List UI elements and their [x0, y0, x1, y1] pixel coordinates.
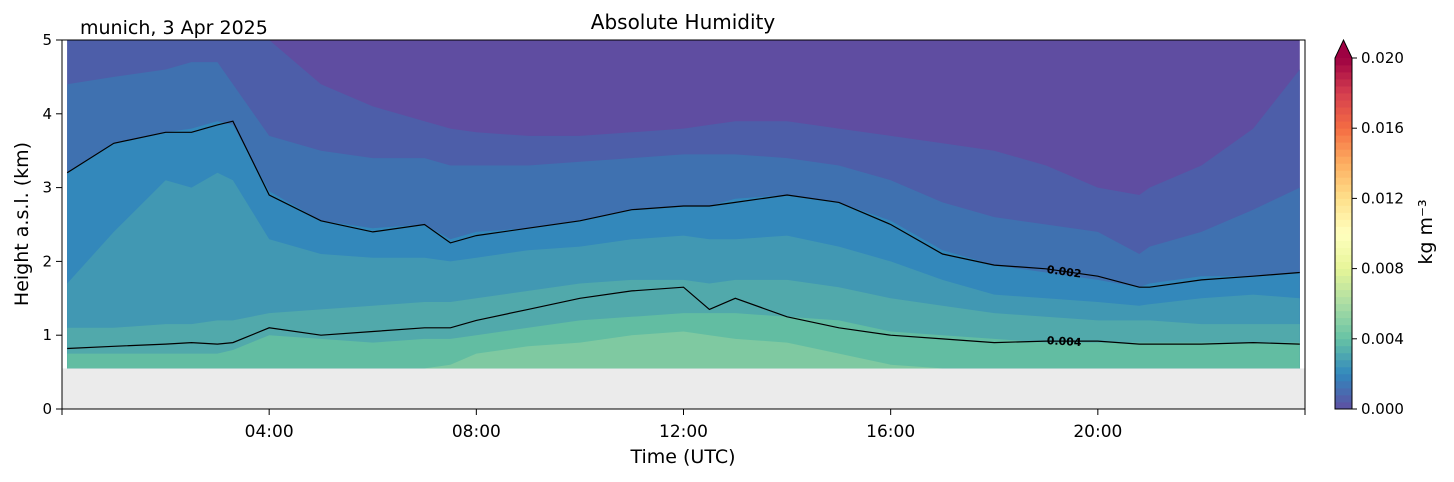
colorbar-segment — [1335, 212, 1352, 220]
y-axis-label: Height a.s.l. (km) — [11, 142, 33, 306]
contour-lines: 0.002 0.004 — [66, 120, 1300, 350]
colorbar-segment — [1335, 373, 1352, 382]
missing-data-fill — [62, 368, 1305, 409]
colorbar-segment — [1335, 184, 1352, 192]
colorbar-segment — [1335, 247, 1352, 255]
colorbar-tick-label: 0.004 — [1361, 330, 1404, 348]
colorbar-segment — [1335, 93, 1352, 101]
colorbar-segment — [1335, 303, 1352, 312]
contour-label-0.004: 0.004 — [1046, 334, 1082, 349]
colorbar-segment — [1335, 233, 1352, 241]
x-tick-label: 20:00 — [1073, 422, 1122, 442]
x-tick-label: 04:00 — [245, 422, 294, 442]
colorbar-segment — [1335, 317, 1352, 326]
colorbar-segment — [1335, 324, 1352, 333]
y-tick-label: 0 — [42, 400, 52, 418]
colorbar-segment — [1335, 163, 1352, 171]
y-tick-label: 5 — [42, 31, 52, 49]
colorbar-segment — [1335, 142, 1352, 150]
colorbar-outline — [1334, 38, 1353, 410]
colorbar-segment — [1335, 128, 1352, 136]
colorbar-segment — [1335, 331, 1352, 340]
colorbar-segment — [1335, 254, 1352, 262]
colorbar-segment — [1335, 359, 1352, 368]
colorbar-segment — [1335, 58, 1352, 66]
colorbar: 0.000 0.004 0.008 0.012 0.016 0.020 — [1334, 38, 1404, 418]
colorbar-segment — [1335, 394, 1352, 403]
colorbar-segment — [1335, 121, 1352, 129]
contour-line-0.002 — [66, 120, 1300, 288]
location-date-label: munich, 3 Apr 2025 — [80, 17, 268, 39]
colorbar-segment — [1335, 261, 1352, 269]
colorbar-tick-label: 0.008 — [1361, 260, 1404, 278]
colorbar-segment — [1335, 296, 1352, 305]
x-tick-label: 08:00 — [452, 422, 501, 442]
x-tick-label: 12:00 — [659, 422, 708, 442]
colorbar-segment — [1335, 191, 1352, 199]
colorbar-tick-label: 0.016 — [1361, 119, 1404, 137]
y-axis: 0 1 2 3 4 5 — [42, 31, 62, 418]
colorbar-tick-label: 0.000 — [1361, 400, 1404, 418]
colorbar-segment — [1335, 366, 1352, 375]
colorbar-segment — [1335, 338, 1352, 347]
colorbar-segment — [1335, 149, 1352, 157]
colorbar-segment — [1335, 380, 1352, 389]
y-tick-label: 3 — [42, 179, 52, 197]
colorbar-tick-label: 0.012 — [1361, 189, 1404, 207]
colorbar-segment — [1335, 86, 1352, 94]
y-tick-label: 2 — [42, 252, 52, 270]
colorbar-tick-label: 0.020 — [1361, 49, 1404, 67]
colorbar-extend-arrow — [1335, 40, 1352, 58]
x-tick-label: 16:00 — [866, 422, 915, 442]
colorbar-segment — [1335, 177, 1352, 185]
colorbar-segment — [1335, 135, 1352, 143]
chart-title: Absolute Humidity — [591, 10, 776, 34]
colorbar-segment — [1335, 282, 1352, 291]
colorbar-segment — [1335, 198, 1352, 206]
y-tick-label: 1 — [42, 326, 52, 344]
colorbar-segment — [1335, 100, 1352, 108]
colorbar-segment — [1335, 401, 1352, 410]
x-axis-label: Time (UTC) — [629, 446, 735, 468]
colorbar-segment — [1335, 72, 1352, 80]
colorbar-segment — [1335, 240, 1352, 248]
humidity-band-7 — [67, 331, 1300, 369]
colorbar-segment — [1335, 345, 1352, 354]
colorbar-label: kg m⁻³ — [1415, 199, 1437, 264]
colorbar-segment — [1335, 65, 1352, 73]
filled-contours — [67, 40, 1300, 369]
colorbar-segment — [1335, 268, 1352, 277]
colorbar-segment — [1335, 289, 1352, 298]
colorbar-segment — [1335, 156, 1352, 164]
colorbar-segment — [1335, 219, 1352, 227]
colorbar-segment — [1335, 170, 1352, 178]
colorbar-segment — [1335, 107, 1352, 115]
colorbar-segment — [1335, 387, 1352, 396]
colorbar-segment — [1335, 114, 1352, 122]
y-tick-label: 4 — [42, 105, 52, 123]
colorbar-segment — [1335, 275, 1352, 284]
colorbar-segment — [1335, 310, 1352, 319]
missing-data-region — [62, 368, 1305, 409]
colorbar-segment — [1335, 205, 1352, 213]
contour-label-0.002: 0.002 — [1046, 263, 1082, 281]
colorbar-segment — [1335, 79, 1352, 87]
colorbar-segment — [1335, 226, 1352, 234]
contour-line-0.004 — [67, 286, 1300, 350]
x-axis: 04:00 08:00 12:00 16:00 20:00 — [61, 409, 1306, 442]
colorbar-segment — [1335, 352, 1352, 361]
